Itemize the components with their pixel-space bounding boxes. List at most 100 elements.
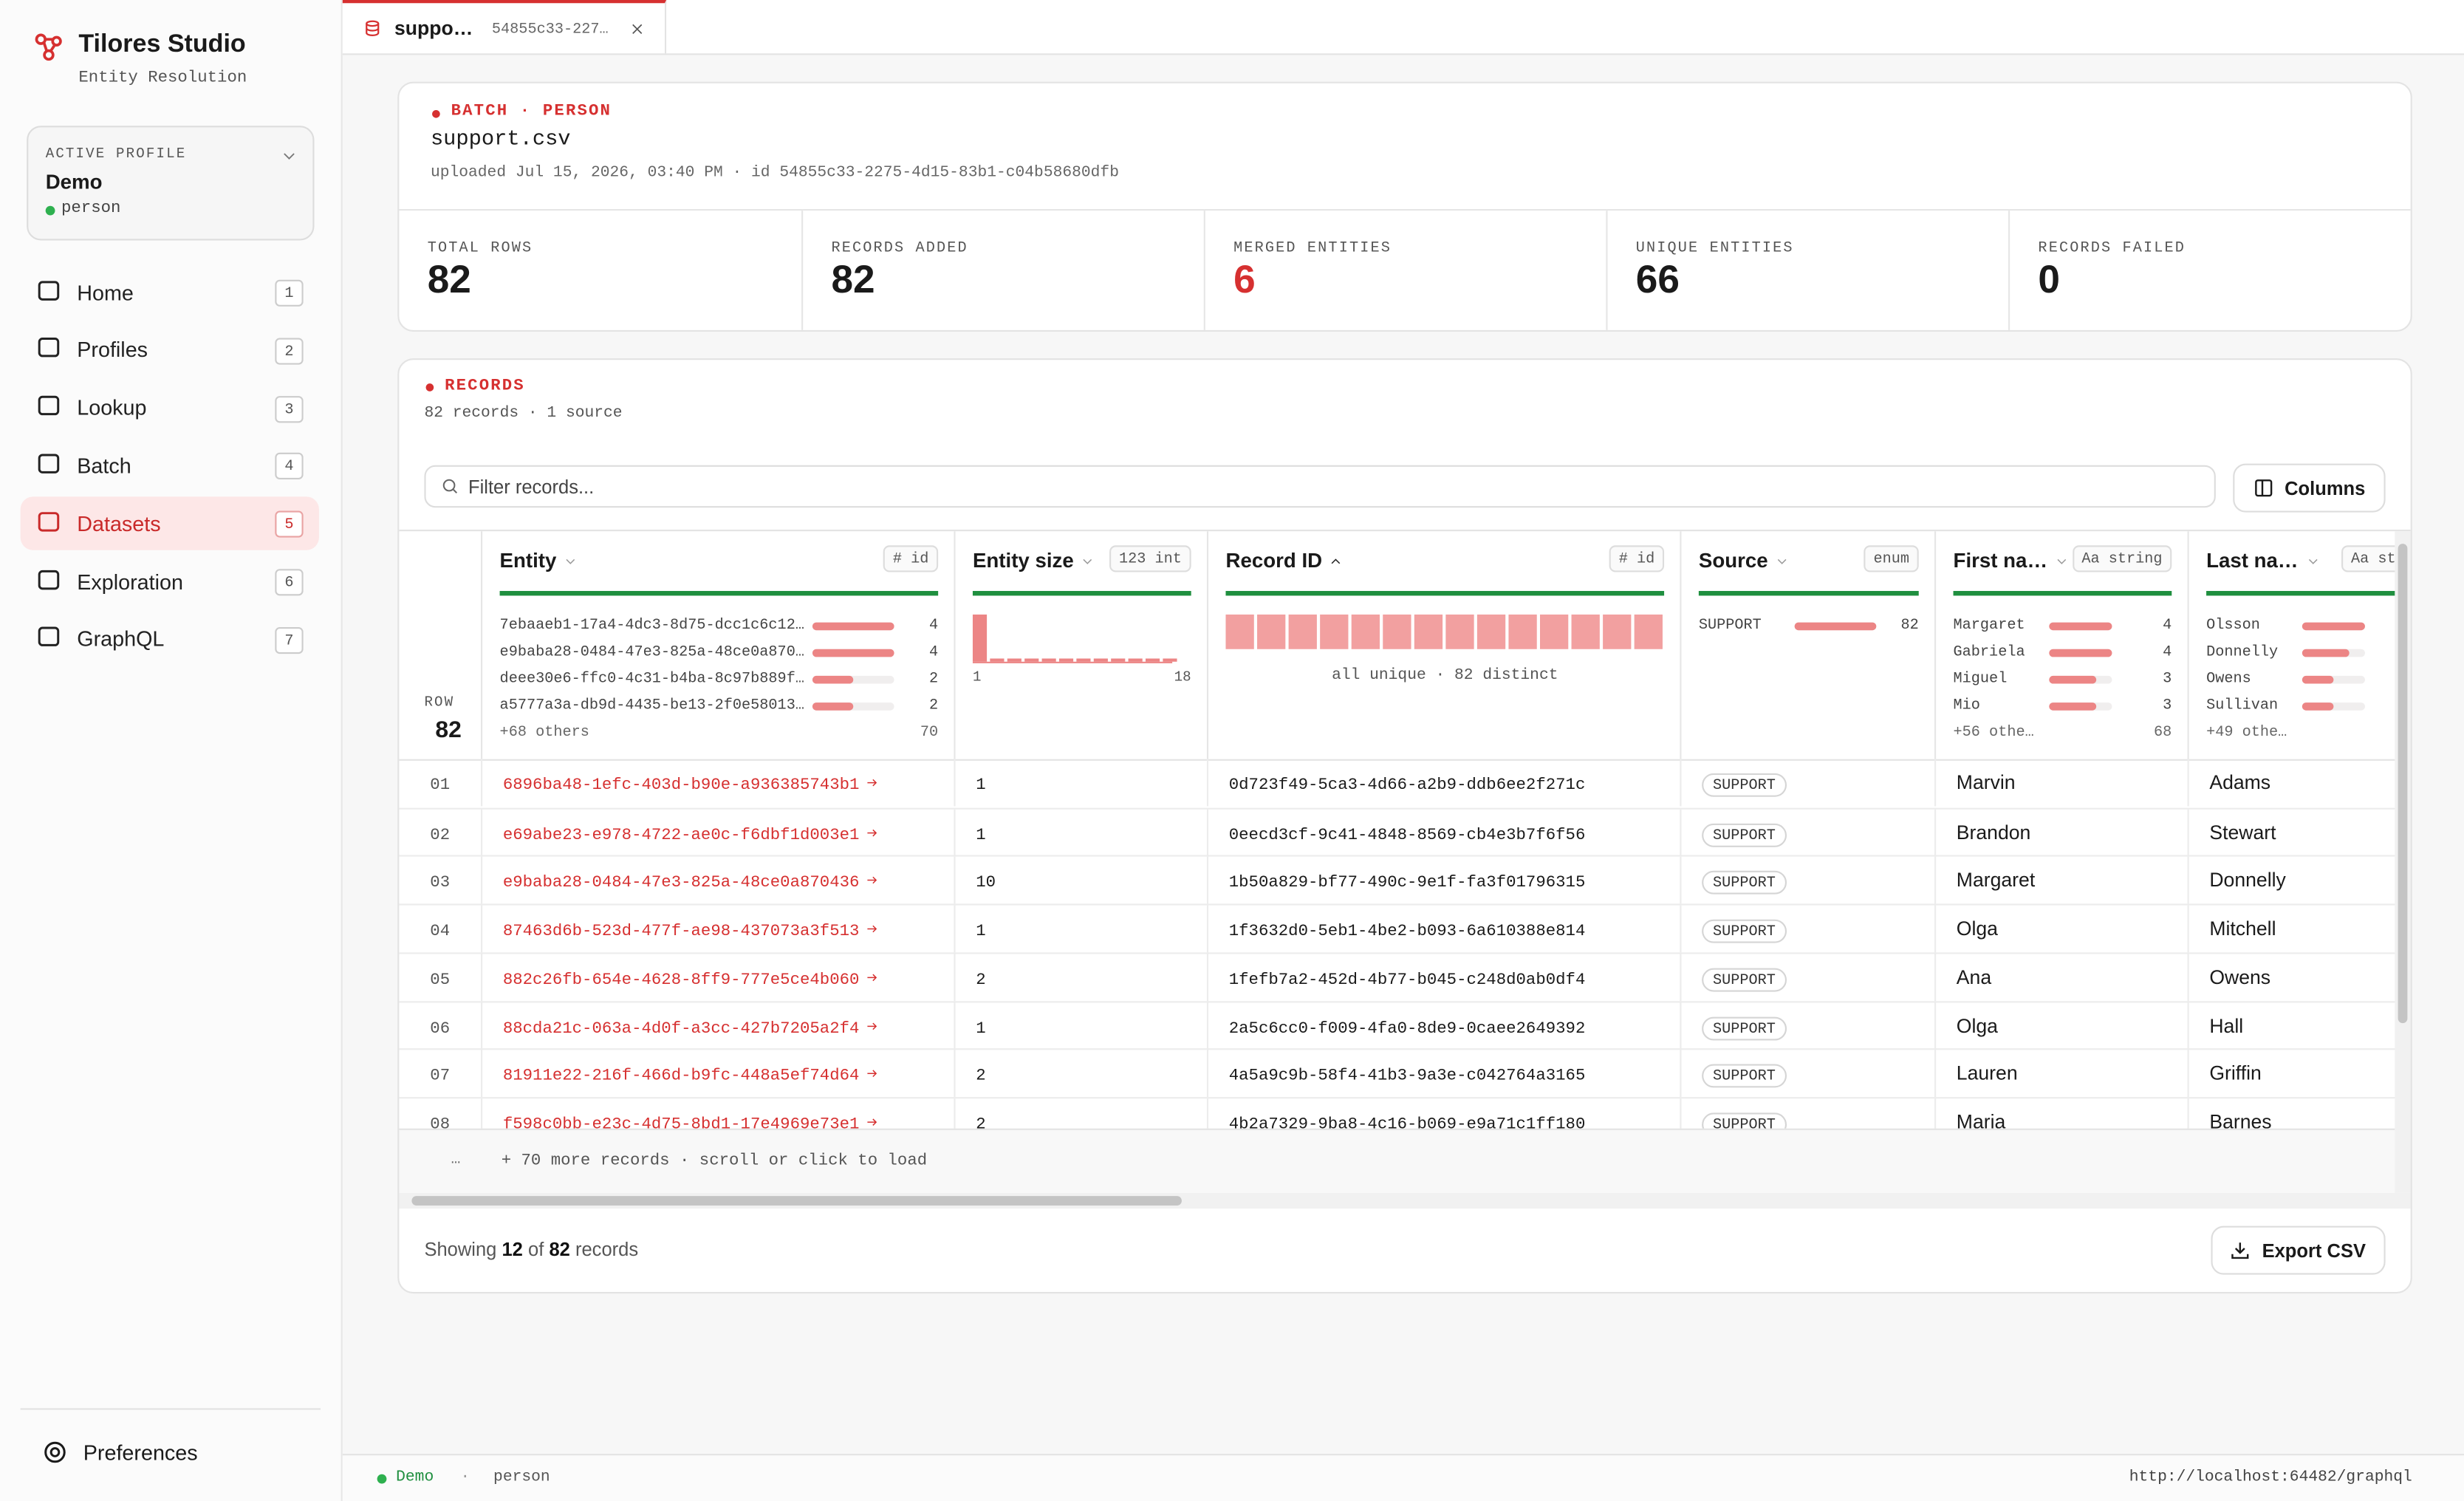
- tag-dot: [425, 383, 434, 392]
- cell: Margaret: [1934, 857, 2188, 905]
- bar: [812, 622, 894, 631]
- last-name: Adams: [2209, 771, 2271, 794]
- column-name[interactable]: Record ID: [1225, 549, 1342, 572]
- row-number: 06: [430, 1019, 451, 1039]
- cell: Mitchell: [2187, 905, 2395, 953]
- entity-link[interactable]: e9baba28-0484-47e3-825a-48ce0a870436: [502, 874, 860, 894]
- table: ROW 82 Entity # id 7ebaaeb1-17a4-4dc3-8d75-d…: [399, 530, 2411, 1210]
- row-number: 05: [430, 971, 451, 991]
- stat: RECORDS ADDED 82: [801, 211, 1205, 330]
- range-max: 18: [1174, 669, 1191, 685]
- last-name: Griffin: [2209, 1062, 2262, 1085]
- entity-link[interactable]: 882c26fb-654e-4628-8ff9-777e5ce4b060: [502, 971, 860, 991]
- entity-size: 2: [976, 1115, 986, 1129]
- divider: [20, 1408, 321, 1410]
- tab-close[interactable]: [630, 21, 644, 35]
- sort-icon: [1330, 554, 1343, 567]
- column-name[interactable]: Last na…: [2206, 549, 2318, 572]
- source-pill: SUPPORT: [1702, 1112, 1787, 1129]
- column-name[interactable]: First na…: [1954, 549, 2068, 572]
- column-rule: [499, 591, 939, 596]
- export-button[interactable]: Export CSV: [2211, 1225, 2386, 1275]
- last-name: Mitchell: [2209, 917, 2276, 940]
- table-row[interactable]: 08 f598c0bb-e23c-4d75-8bd1-17e4969e73e1 2 4…: [399, 1096, 2395, 1129]
- bar: [2302, 675, 2334, 684]
- row-number: 03: [430, 874, 451, 894]
- entity-size: 2: [976, 1067, 986, 1087]
- unique-cell: [1445, 614, 1474, 649]
- status-bar: Demo · person http://localhost:64482/graphq…: [342, 1454, 2464, 1501]
- entity-link[interactable]: f598c0bb-e23c-4d75-8bd1-17e4969e73e1: [502, 1115, 860, 1129]
- h-scrollbar: [399, 1192, 2411, 1209]
- column-title: Source: [1698, 548, 1768, 572]
- tab-bar: suppo… 54855c33-227…: [342, 0, 2464, 55]
- bar-track: [2049, 649, 2112, 657]
- more-row[interactable]: … + 70 more records · scroll or click to …: [399, 1128, 2395, 1195]
- table-row[interactable]: 04 87463d6b-523d-477f-ae98-437073a3f513 1 1…: [399, 903, 2395, 954]
- column-rule: [1698, 591, 1919, 596]
- cell: 05: [399, 954, 481, 1001]
- preferences[interactable]: Preferences: [42, 1440, 198, 1465]
- histogram: [972, 613, 1177, 663]
- bar-track: [2302, 702, 2365, 711]
- profile-card[interactable]: ACTIVE PROFILE Demo person: [27, 126, 315, 241]
- top-value-label: 7ebaaeb1-17a4-4dc3-8d75-dcc1c6c12…: [499, 616, 804, 634]
- top-value-label: a5777a3a-db9d-4435-be13-2f0e58013…: [499, 696, 804, 714]
- first-name: Lauren: [1956, 1062, 2018, 1085]
- v-scrollbar: [2395, 531, 2411, 1193]
- nav-icon: [21, 393, 78, 423]
- link-arrow: [866, 918, 878, 940]
- column-name[interactable]: Entity: [500, 549, 578, 572]
- record-id: 2a5c6cc0-f009-4fa0-8de9-0caee2649392: [1228, 1019, 1586, 1039]
- cell: 07: [399, 1050, 481, 1098]
- showing-label: Showing: [424, 1238, 497, 1261]
- cell: SUPPORT: [1680, 809, 1934, 856]
- top-value: Miguel 3: [1954, 668, 2172, 690]
- bar-track: [2049, 622, 2112, 631]
- nav-key: 3: [275, 395, 304, 423]
- nav-item[interactable]: Exploration 6: [21, 555, 319, 608]
- nav-label: Exploration: [77, 570, 183, 594]
- first-name: Ana: [1956, 966, 1992, 988]
- cell: Stewart: [2187, 809, 2395, 856]
- table-row[interactable]: 05 882c26fb-654e-4628-8ff9-777e5ce4b060 2 1…: [399, 951, 2395, 1002]
- entity-link[interactable]: 87463d6b-523d-477f-ae98-437073a3f513: [502, 923, 860, 942]
- cell: 02: [399, 809, 481, 856]
- column-name[interactable]: Source: [1699, 549, 1788, 572]
- cell: 1: [954, 809, 1207, 856]
- nav-item[interactable]: Home 1: [21, 266, 319, 319]
- link-arrow: [866, 1063, 878, 1085]
- record-id: 0d723f49-5ca3-4d66-a2b9-ddb6ee2f271c: [1228, 776, 1586, 796]
- tab-id: 54855c33-227…: [491, 19, 609, 38]
- table-row[interactable]: 07 81911e22-216f-466d-b9fc-448a5ef74d64 2 4…: [399, 1048, 2395, 1098]
- table-row[interactable]: 02 e69abe23-e978-4722-ae0c-f6dbf1d003e1 1 0…: [399, 807, 2395, 857]
- top-value-label: Sullivan: [2206, 696, 2279, 714]
- stats-row: TOTAL ROWS 82 RECORDS ADDED 82 MERGED ENTITI…: [399, 208, 2411, 332]
- nav-item[interactable]: Lookup 3: [21, 381, 319, 434]
- table-row[interactable]: 01 6896ba48-1efc-403d-b90e-a936385743b1 1 0…: [399, 759, 2395, 807]
- entity-link[interactable]: 81911e22-216f-466d-b9fc-448a5ef74d64: [502, 1067, 860, 1087]
- top-value-label: deee30e6-ffc0-4c31-b4ba-8c97b889f…: [499, 669, 804, 687]
- nav-item[interactable]: Profiles 2: [21, 324, 319, 377]
- entity-link[interactable]: 88cda21c-063a-4d0f-a3cc-427b7205a2f4: [502, 1019, 860, 1039]
- column-title: First na…: [1953, 548, 2048, 572]
- table-row[interactable]: 03 e9baba28-0484-47e3-825a-48ce0a870436 10…: [399, 855, 2395, 905]
- unit-label: records: [575, 1238, 639, 1261]
- nav-item[interactable]: Batch 4: [21, 439, 319, 492]
- columns-button[interactable]: Columns: [2233, 463, 2386, 513]
- table-row[interactable]: 06 88cda21c-063a-4d0f-a3cc-427b7205a2f4 1 2…: [399, 1000, 2395, 1050]
- bar: [2302, 702, 2334, 711]
- entity-link[interactable]: e69abe23-e978-4722-ae0c-f6dbf1d003e1: [502, 826, 860, 846]
- bar: [2302, 622, 2365, 631]
- entity-link[interactable]: 6896ba48-1efc-403d-b90e-a936385743b1: [502, 776, 860, 796]
- link-arrow: [866, 821, 878, 844]
- column-name[interactable]: Entity size: [973, 549, 1094, 572]
- row-number: 08: [430, 1115, 451, 1129]
- nav-item[interactable]: GraphQL 7: [21, 612, 319, 666]
- last-name: Barnes: [2209, 1111, 2272, 1129]
- nav-key: 4: [275, 453, 304, 480]
- stat-value: 6: [1233, 257, 1256, 302]
- nav-item[interactable]: Datasets 5: [20, 496, 319, 551]
- filter-input[interactable]: Filter records...: [424, 465, 2216, 508]
- tab[interactable]: suppo… 54855c33-227…: [342, 0, 667, 54]
